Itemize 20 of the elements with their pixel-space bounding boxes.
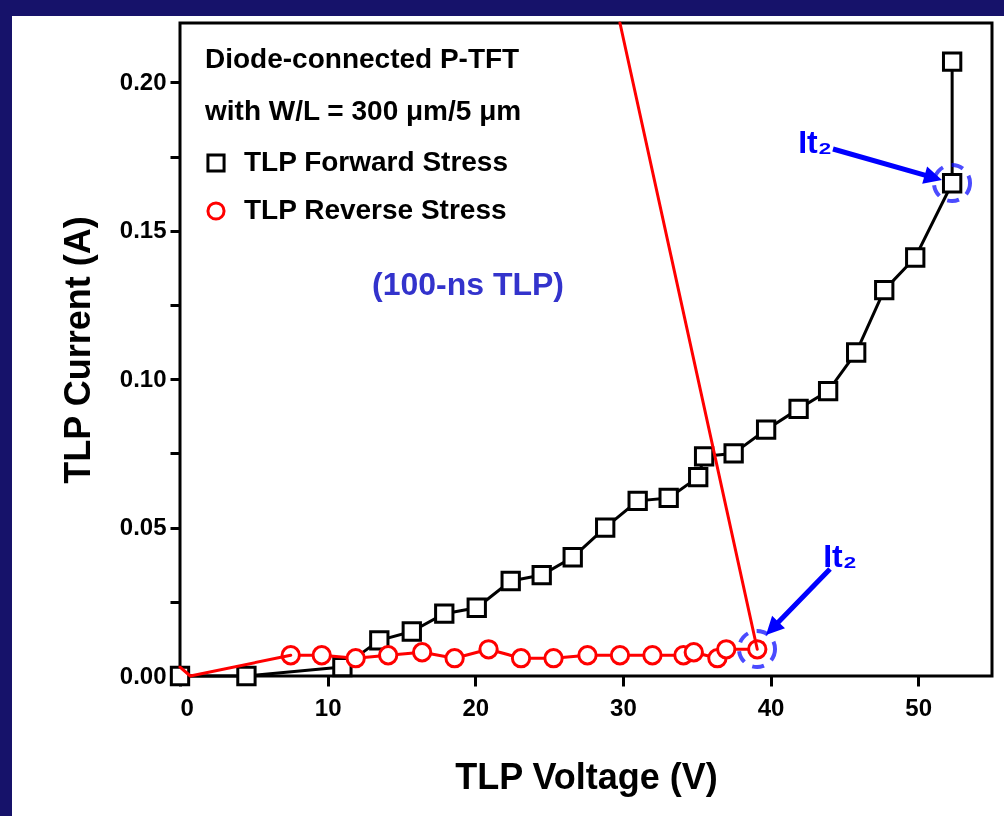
x-tick-label: 20 <box>462 693 490 721</box>
y-tick-label: 0.10 <box>119 364 167 392</box>
annotation: with W/L = 300 μm/5 μm <box>204 95 522 126</box>
y-axis-title: TLP Current (A) <box>56 216 98 484</box>
y-tick-label: 0.00 <box>119 661 167 689</box>
x-axis-title: TLP Voltage (V) <box>455 755 718 797</box>
x-tick-label: 30 <box>610 693 637 721</box>
x-tick-label: 10 <box>314 693 342 721</box>
y-tick-label: 0.20 <box>119 67 167 95</box>
y-tick-label: 0.15 <box>119 216 167 244</box>
x-tick-label: 0 <box>180 693 194 721</box>
legend-label: TLP Reverse Stress <box>244 194 507 225</box>
annotation: (100-ns TLP) <box>371 266 565 302</box>
x-tick-label: 50 <box>905 693 933 721</box>
annotation: It₂ <box>823 538 857 574</box>
y-tick-label: 0.05 <box>119 513 167 541</box>
annotation: It₂ <box>798 124 832 160</box>
legend-label: TLP Forward Stress <box>244 146 509 177</box>
annotation: Diode-connected P-TFT <box>205 43 520 74</box>
x-tick-label: 40 <box>757 693 785 721</box>
